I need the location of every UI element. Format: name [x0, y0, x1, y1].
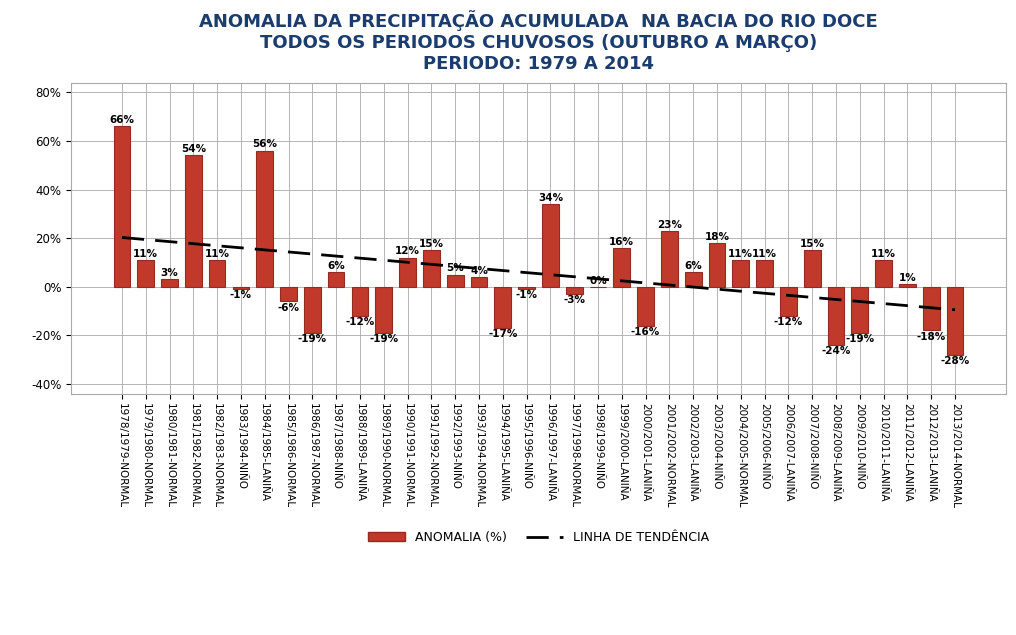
Text: -19%: -19%	[845, 334, 875, 344]
Text: 5%: 5%	[446, 264, 464, 274]
Text: 3%: 3%	[161, 268, 179, 278]
Text: 23%: 23%	[657, 220, 682, 230]
Bar	[352, 287, 368, 316]
Text: 15%: 15%	[419, 239, 444, 249]
Bar	[637, 287, 654, 326]
Text: -3%: -3%	[563, 295, 585, 305]
Text: 12%: 12%	[395, 246, 420, 257]
Bar	[899, 284, 915, 287]
Bar	[923, 287, 940, 330]
Bar	[709, 243, 725, 287]
Bar	[304, 287, 321, 333]
Bar	[851, 287, 868, 333]
Bar	[399, 258, 416, 287]
Bar	[256, 150, 273, 287]
Text: 66%: 66%	[110, 115, 134, 125]
Bar	[376, 287, 392, 333]
Text: 0%: 0%	[589, 276, 607, 286]
Bar	[137, 260, 154, 287]
Text: 18%: 18%	[704, 232, 729, 242]
Bar	[566, 287, 582, 294]
Text: 16%: 16%	[610, 237, 634, 246]
Bar	[780, 287, 797, 316]
Bar	[209, 260, 226, 287]
Bar	[685, 272, 701, 287]
Bar	[543, 204, 559, 287]
Text: -1%: -1%	[515, 290, 537, 300]
Bar	[162, 279, 178, 287]
Text: 54%: 54%	[181, 144, 206, 154]
Bar	[328, 272, 344, 287]
Legend: ANOMALIA (%), LINHA DE TENDÊNCIA: ANOMALIA (%), LINHA DE TENDÊNCIA	[363, 526, 714, 549]
Text: -19%: -19%	[369, 334, 398, 344]
Text: 6%: 6%	[685, 261, 702, 271]
Text: -28%: -28%	[941, 356, 969, 366]
Bar	[518, 287, 534, 289]
Text: -24%: -24%	[821, 346, 850, 356]
Bar	[447, 274, 463, 287]
Text: 11%: 11%	[871, 249, 896, 259]
Text: 4%: 4%	[470, 266, 488, 276]
Text: -12%: -12%	[774, 317, 803, 327]
Bar	[114, 126, 130, 287]
Bar	[280, 287, 297, 302]
Text: 34%: 34%	[537, 193, 563, 203]
Text: -6%: -6%	[277, 302, 300, 312]
Text: 11%: 11%	[728, 249, 753, 259]
Text: 15%: 15%	[800, 239, 825, 249]
Bar	[828, 287, 844, 345]
Text: 1%: 1%	[898, 273, 916, 283]
Bar	[875, 260, 892, 287]
Text: 11%: 11%	[204, 249, 230, 259]
Bar	[614, 248, 630, 287]
Text: -1%: -1%	[230, 290, 252, 300]
Bar	[495, 287, 511, 328]
Text: 6%: 6%	[327, 261, 345, 271]
Bar	[470, 277, 488, 287]
Text: 56%: 56%	[252, 140, 277, 149]
Text: -16%: -16%	[631, 327, 660, 337]
Bar	[661, 231, 678, 287]
Text: 11%: 11%	[133, 249, 158, 259]
Bar	[756, 260, 773, 287]
Bar	[233, 287, 249, 289]
Bar	[804, 250, 821, 287]
Bar	[947, 287, 963, 355]
Text: 11%: 11%	[752, 249, 777, 259]
Text: -17%: -17%	[488, 330, 517, 339]
Bar	[733, 260, 749, 287]
Title: ANOMALIA DA PRECIPITAÇÃO ACUMULADA  NA BACIA DO RIO DOCE
TODOS OS PERIODOS CHUVO: ANOMALIA DA PRECIPITAÇÃO ACUMULADA NA BA…	[199, 10, 878, 72]
Text: -19%: -19%	[298, 334, 327, 344]
Text: -12%: -12%	[345, 317, 375, 327]
Bar	[185, 156, 202, 287]
Bar	[423, 250, 440, 287]
Text: -18%: -18%	[916, 331, 946, 342]
